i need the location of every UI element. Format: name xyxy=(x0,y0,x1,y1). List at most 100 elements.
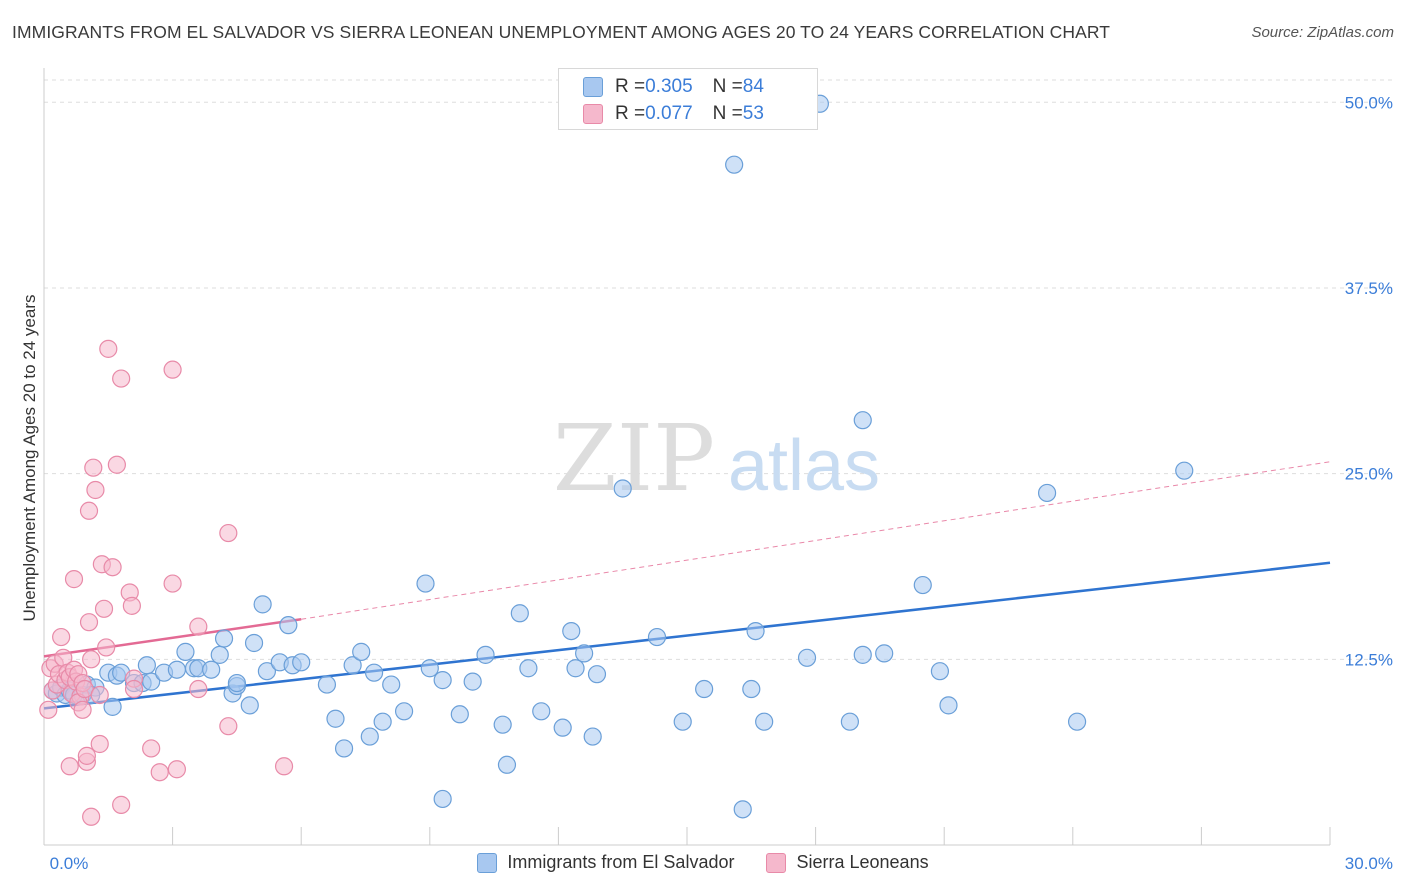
point-el-salvador xyxy=(214,629,234,648)
legend-item-sierra-leoneans[interactable]: Sierra Leoneans xyxy=(766,852,929,873)
tick-labels: 12.5% 25.0% 37.5% 50.0% 0.0% 30.0% xyxy=(50,93,1393,873)
trend-line-sierra-leonean xyxy=(43,617,302,658)
point-sierra-leonean xyxy=(219,717,238,736)
point-el-salvador xyxy=(853,411,872,430)
r-label: R = xyxy=(615,103,646,124)
point-el-salvador xyxy=(647,627,667,647)
point-el-salvador xyxy=(493,715,512,734)
trend-line-el-salvador xyxy=(43,561,1331,710)
point-el-salvador xyxy=(725,155,744,174)
watermark-zip: ZIP xyxy=(553,405,715,512)
point-sierra-leonean xyxy=(189,679,208,699)
source-label: Source: ZipAtlas.com xyxy=(1251,24,1394,41)
point-sierra-leonean xyxy=(99,339,118,358)
point-el-salvador xyxy=(463,672,482,691)
point-el-salvador xyxy=(583,727,602,746)
legend-item-el-salvador[interactable]: Immigrants from El Salvador xyxy=(477,852,734,873)
point-el-salvador xyxy=(875,644,894,663)
point-sierra-leonean xyxy=(82,650,101,669)
stats-row-sierra-leoneans: R = 0.077 N = 53 xyxy=(583,101,764,127)
point-sierra-leonean xyxy=(94,599,114,618)
point-el-salvador xyxy=(497,755,517,774)
r-value: 0.305 xyxy=(645,76,693,97)
legend-label: Sierra Leoneans xyxy=(796,852,929,872)
point-el-salvador xyxy=(202,660,221,679)
point-sierra-leonean xyxy=(90,734,109,754)
point-sierra-leonean xyxy=(163,574,182,593)
point-el-salvador xyxy=(352,642,371,661)
point-sierra-leonean xyxy=(97,638,116,657)
point-el-salvador xyxy=(450,705,469,724)
stats-row-el-salvador: R = 0.305 N = 84 xyxy=(583,74,764,100)
point-el-salvador xyxy=(257,662,277,681)
n-label: N = xyxy=(712,76,743,97)
point-sierra-leonean xyxy=(167,760,186,779)
point-el-salvador xyxy=(742,679,761,699)
point-sierra-leonean xyxy=(73,700,92,719)
series-legend: Immigrants from El Salvador Sierra Leone… xyxy=(0,852,1406,873)
y-tick-label: 37.5% xyxy=(1345,279,1393,298)
point-el-salvador xyxy=(1037,483,1057,503)
point-el-salvador xyxy=(292,653,311,672)
point-el-salvador xyxy=(566,659,585,678)
point-el-salvador xyxy=(373,712,392,731)
point-sierra-leonean xyxy=(52,627,71,647)
point-el-salvador xyxy=(227,673,246,693)
n-value: 84 xyxy=(742,76,764,97)
legend-label: Immigrants from El Salvador xyxy=(507,852,735,872)
gridlines xyxy=(44,79,1394,660)
point-el-salvador xyxy=(433,789,452,809)
pink-swatch xyxy=(583,104,603,124)
r-label: R = xyxy=(615,76,646,97)
point-el-salvador xyxy=(695,679,714,699)
point-sierra-leonean xyxy=(274,757,294,776)
point-el-salvador xyxy=(176,642,195,661)
point-sierra-leonean xyxy=(107,455,126,474)
point-el-salvador xyxy=(334,739,354,758)
watermark-atlas: atlas xyxy=(728,426,880,506)
y-axis-label: Unemployment Among Ages 20 to 24 years xyxy=(20,294,39,622)
point-el-salvador xyxy=(279,616,298,635)
point-sierra-leonean xyxy=(150,763,169,782)
point-el-salvador xyxy=(797,648,817,667)
point-el-salvador xyxy=(476,645,495,664)
point-el-salvador xyxy=(939,696,958,715)
point-sierra-leonean xyxy=(112,795,131,814)
point-el-salvador xyxy=(253,595,272,614)
point-el-salvador xyxy=(510,604,529,623)
y-tick-label: 12.5% xyxy=(1345,650,1393,669)
n-label: N = xyxy=(712,103,743,124)
point-el-salvador xyxy=(364,663,384,682)
point-el-salvador xyxy=(733,800,752,819)
stats-legend: R = 0.305 N = 84 R = 0.077 N = 53 xyxy=(558,68,818,130)
trend-lines xyxy=(43,461,1331,710)
x-tick-label: 30.0% xyxy=(1345,854,1393,873)
point-el-salvador xyxy=(394,702,414,721)
r-value: 0.077 xyxy=(645,103,693,124)
point-sierra-leonean xyxy=(189,617,208,636)
point-sierra-leonean xyxy=(122,596,141,615)
point-sierra-leonean xyxy=(82,807,101,826)
point-el-salvador xyxy=(930,662,950,681)
point-el-salvador xyxy=(673,712,692,731)
point-sierra-leonean xyxy=(79,613,99,632)
point-el-salvador xyxy=(167,660,186,679)
point-el-salvador xyxy=(853,645,872,664)
x-tick-label: 0.0% xyxy=(50,854,89,873)
point-sierra-leonean xyxy=(112,369,131,388)
point-el-salvador xyxy=(142,672,161,691)
point-el-salvador xyxy=(532,702,551,721)
point-el-salvador xyxy=(613,479,632,498)
chart-title: IMMIGRANTS FROM EL SALVADOR VS SIERRA LE… xyxy=(12,22,1111,42)
point-sierra-leonean xyxy=(84,458,103,477)
point-sierra-leonean xyxy=(103,558,122,577)
point-el-salvador xyxy=(382,675,401,694)
point-el-salvador xyxy=(103,697,122,716)
point-el-salvador xyxy=(317,675,337,694)
point-el-salvador xyxy=(137,656,156,675)
point-el-salvador xyxy=(416,574,435,593)
y-tick-label: 50.0% xyxy=(1345,93,1393,112)
point-el-salvador xyxy=(210,645,229,664)
point-sierra-leonean xyxy=(39,700,58,719)
